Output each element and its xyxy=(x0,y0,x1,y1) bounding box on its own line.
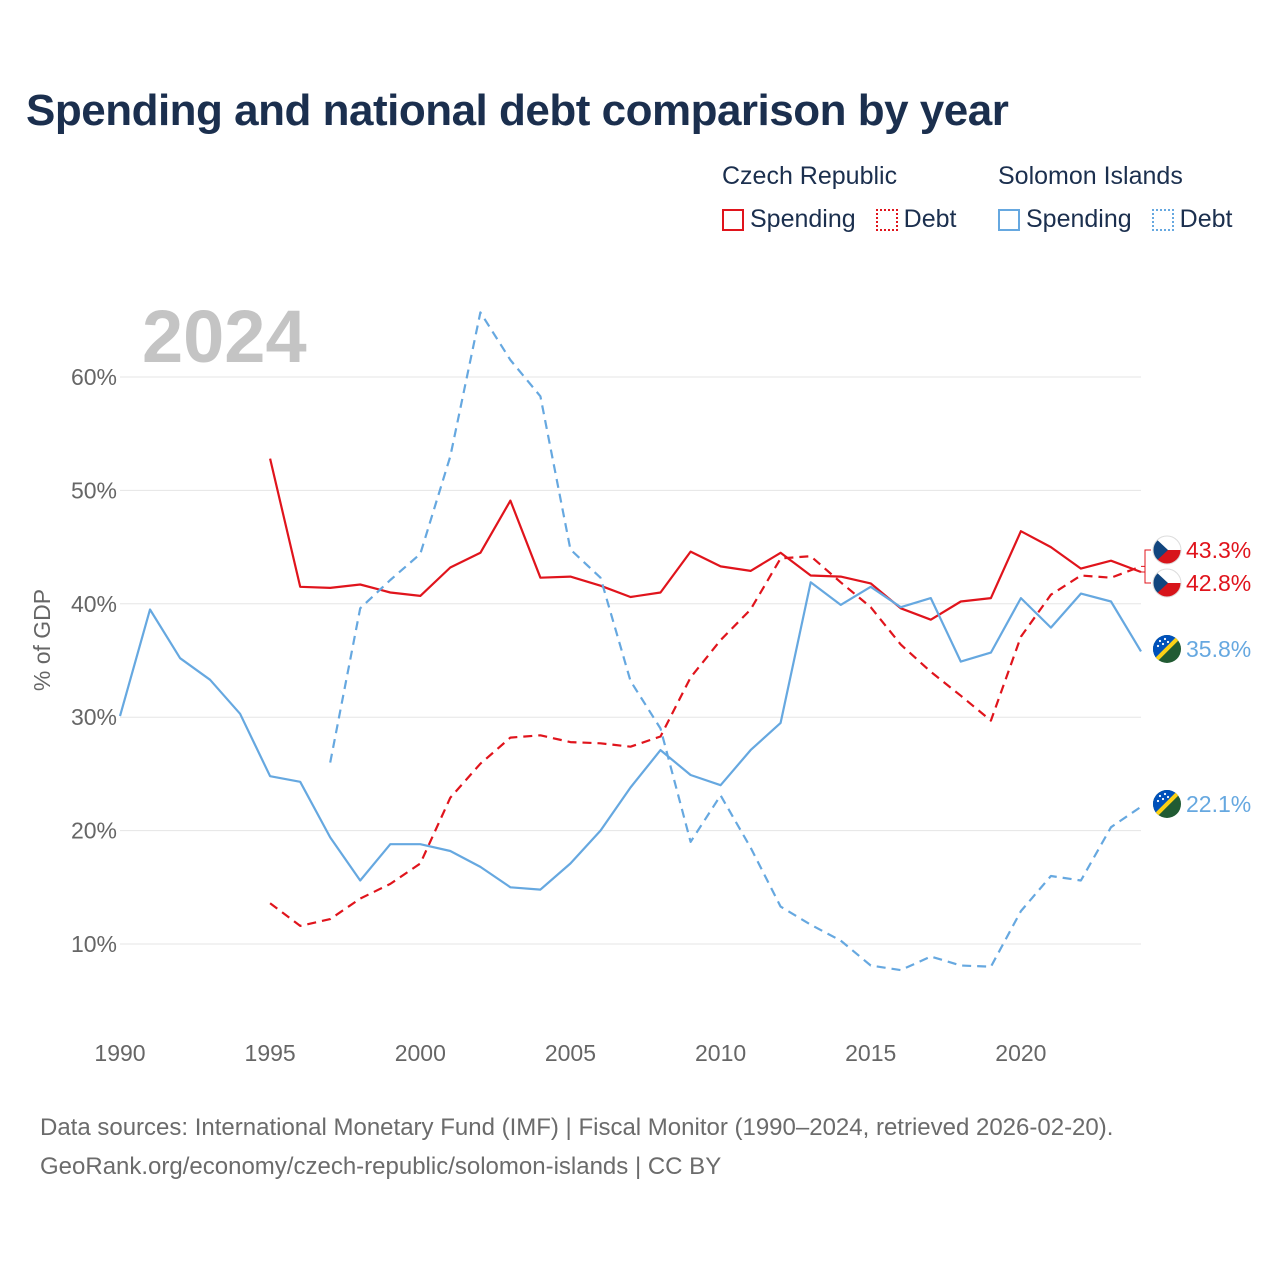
flag-star xyxy=(1161,797,1165,801)
solomon-islands-flag-icon xyxy=(1153,635,1181,663)
flag-outline xyxy=(1152,568,1182,598)
legend-item-czech-spending[interactable]: Spending xyxy=(722,205,856,234)
legend-item-czech-debt[interactable]: Debt xyxy=(875,205,957,234)
y-tick-label: 40% xyxy=(71,591,117,617)
end-value-label: 35.8% xyxy=(1186,636,1251,662)
data-sources: Data sources: International Monetary Fun… xyxy=(40,1108,1113,1186)
series-line-czech-republic-spending xyxy=(269,458,1142,621)
flag-body xyxy=(1153,790,1181,818)
flag-outline xyxy=(1152,535,1182,565)
series-line-czech-republic-debt xyxy=(269,555,1142,927)
flag-star xyxy=(1166,795,1170,799)
legend-label: Spending xyxy=(750,205,856,233)
x-tick-label: 2020 xyxy=(995,1040,1046,1066)
label-connector xyxy=(1141,565,1151,584)
x-tick-label: 2005 xyxy=(545,1040,596,1066)
current-year-watermark: 2024 xyxy=(142,295,307,378)
x-tick-label: 2015 xyxy=(845,1040,896,1066)
end-value-label: 22.1% xyxy=(1186,791,1251,817)
flag-blue-triangle xyxy=(1153,569,1168,597)
solomon-islands-flag-icon xyxy=(1153,790,1181,818)
legend-item-solomon-debt[interactable]: Debt xyxy=(1151,205,1233,234)
czech-flag-icon xyxy=(1152,535,1182,565)
end-value-label: 43.3% xyxy=(1186,537,1251,563)
y-axis-title: % of GDP xyxy=(29,589,55,691)
sources-line: Data sources: International Monetary Fun… xyxy=(40,1114,1114,1141)
legend-group-czech-republic: Czech Republic Spending Debt xyxy=(722,162,956,234)
line-chart: 2024 10% 20% 30% 40% 50% 60% 1990 1995 2000 2005 2… xyxy=(29,295,1251,1066)
x-tick-label: 2010 xyxy=(695,1040,746,1066)
y-tick-label: 30% xyxy=(71,704,117,730)
flag-body xyxy=(1153,536,1181,564)
czech-flag-icon xyxy=(1152,568,1182,598)
flag-star xyxy=(1156,644,1160,648)
y-tick-label: 50% xyxy=(71,477,117,503)
flag-star xyxy=(1166,640,1170,644)
end-value-label: 42.8% xyxy=(1186,570,1251,596)
legend-label: Spending xyxy=(1026,205,1132,233)
legend-group-solomon-islands: Solomon Islands Spending Debt xyxy=(998,162,1232,234)
y-tick-label: 60% xyxy=(71,364,117,390)
label-connector xyxy=(1141,549,1151,573)
y-tick-label: 20% xyxy=(71,818,117,844)
legend-item-solomon-spending[interactable]: Spending xyxy=(998,205,1132,234)
flag-blue-triangle xyxy=(1153,536,1168,564)
legend-swatch-dotted-icon xyxy=(1151,208,1174,231)
flag-star xyxy=(1156,799,1160,803)
legend-label: Debt xyxy=(1179,205,1233,233)
flag-star xyxy=(1163,637,1167,641)
x-tick-label: 1990 xyxy=(94,1040,145,1066)
series-line-solomon-islands-debt xyxy=(329,311,1142,972)
flag-star xyxy=(1158,794,1162,798)
legend-label: Debt xyxy=(903,205,957,233)
flag-star xyxy=(1163,792,1167,796)
x-tick-label: 1995 xyxy=(245,1040,296,1066)
legend-swatch-solid-icon xyxy=(722,208,744,231)
chart-title: Spending and national debt comparison by… xyxy=(26,86,1009,135)
series-line-solomon-islands-spending xyxy=(118,581,1142,891)
legend-swatch-solid-icon xyxy=(998,208,1020,231)
flag-body xyxy=(1153,635,1181,663)
sources-link[interactable]: GeoRank.org/economy/czech-republic/solom… xyxy=(40,1153,722,1180)
y-tick-label: 10% xyxy=(71,931,117,957)
x-tick-label: 2000 xyxy=(395,1040,446,1066)
legend-group-title: Solomon Islands xyxy=(998,162,1183,190)
flag-star xyxy=(1158,639,1162,643)
flag-star xyxy=(1161,642,1165,646)
legend-swatch-dotted-icon xyxy=(875,208,898,231)
flag-body xyxy=(1153,569,1181,597)
legend-group-title: Czech Republic xyxy=(722,162,898,190)
